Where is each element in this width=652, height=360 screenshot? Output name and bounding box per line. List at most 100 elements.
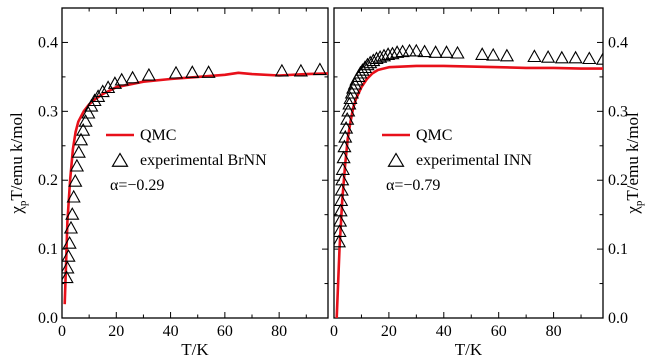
experimental-data-point bbox=[334, 203, 348, 217]
alpha-annotation: α=−0.79 bbox=[386, 177, 440, 194]
y-tick-label: 0.0 bbox=[38, 310, 58, 327]
right-panel: 0 20 40 60 80 0.0 0.1 0.2 0.3 0.4 T/K χpT/emu k/mol… bbox=[330, 7, 645, 359]
experimental-data-point bbox=[65, 207, 80, 220]
x-tick-label: 0 bbox=[58, 323, 66, 340]
experimental-data-point bbox=[340, 111, 355, 125]
experimental-data-point bbox=[201, 65, 216, 78]
experimental-data-point bbox=[334, 193, 349, 206]
experimental-data-point bbox=[76, 122, 91, 136]
legend-marker-swatch bbox=[111, 152, 129, 167]
experimental-data-point bbox=[568, 50, 583, 64]
experimental-data-point bbox=[101, 80, 116, 94]
experimental-data-point bbox=[69, 158, 85, 172]
plot-frame bbox=[333, 7, 604, 319]
experimental-data-point bbox=[168, 65, 184, 79]
experimental-data-point bbox=[334, 213, 348, 227]
experimental-data-point bbox=[390, 45, 405, 58]
y-axis-title-subscript: p bbox=[633, 200, 645, 206]
experimental-data-point bbox=[274, 63, 289, 77]
experimental-data-point bbox=[380, 47, 396, 60]
qmc-line bbox=[63, 71, 328, 305]
x-tick-label: 40 bbox=[163, 323, 179, 340]
experimental-data-point bbox=[125, 70, 140, 84]
experimental-data-point bbox=[71, 145, 86, 158]
experimental-data-point bbox=[554, 50, 569, 64]
experimental-data-point bbox=[293, 63, 308, 77]
experimental-data-point bbox=[95, 84, 110, 98]
experimental-data-point bbox=[409, 43, 424, 57]
experimental-data-point bbox=[366, 53, 381, 67]
y-tick-label: 0.1 bbox=[608, 241, 628, 258]
experimental-data-point bbox=[62, 270, 74, 284]
y-tick-label: 0.2 bbox=[608, 172, 628, 189]
legend-label-qmc: QMC bbox=[140, 127, 176, 144]
experimental-data-point bbox=[582, 51, 597, 65]
y-tick-label: 0.2 bbox=[38, 172, 58, 189]
x-tick-label: 20 bbox=[381, 323, 397, 340]
legend-label-experimental: experimental INN bbox=[416, 152, 532, 169]
x-tick-label: 20 bbox=[108, 323, 124, 340]
experimental-data-point bbox=[417, 44, 432, 58]
legend-marker-swatch bbox=[387, 152, 405, 167]
legend-label-qmc: QMC bbox=[416, 127, 452, 144]
experimental-data-point bbox=[336, 150, 351, 164]
x-tick-label: 0 bbox=[330, 323, 338, 340]
experimental-data-point bbox=[347, 76, 362, 90]
experimental-data-point bbox=[78, 114, 93, 127]
y-axis-title-subscript: p bbox=[17, 200, 29, 206]
y-tick-label: 0.1 bbox=[38, 241, 58, 258]
experimental-data-point bbox=[63, 220, 79, 234]
x-tick-label: 60 bbox=[491, 323, 507, 340]
y-tick-label: 0.4 bbox=[608, 34, 628, 51]
experimental-data-point bbox=[114, 72, 129, 86]
experimental-data-point bbox=[66, 189, 81, 203]
x-axis-title: T/K bbox=[455, 340, 483, 359]
experimental-data-point bbox=[62, 235, 77, 249]
alpha-annotation: α=−0.29 bbox=[110, 177, 164, 194]
y-tick-label: 0.3 bbox=[608, 103, 628, 120]
experimental-data-point bbox=[486, 47, 501, 61]
x-tick-label: 80 bbox=[271, 323, 287, 340]
data-layer bbox=[62, 62, 328, 305]
experimental-data-point bbox=[540, 49, 556, 63]
experimental-data-point bbox=[385, 46, 400, 60]
y-axis-title: χpT/emu k/mol bbox=[7, 112, 29, 215]
experimental-data-point bbox=[73, 132, 89, 146]
experimental-data-point bbox=[334, 234, 347, 248]
legend-label-experimental: experimental BrNN bbox=[140, 152, 267, 169]
y-axis-title-symbol: χ bbox=[7, 206, 26, 215]
experimental-data-point bbox=[90, 89, 106, 102]
x-axis-title: T/K bbox=[181, 340, 209, 359]
experimental-data-point bbox=[527, 49, 542, 63]
left-panel: 0 20 40 60 80 0.0 0.1 0.2 0.3 0.4 T/K χpT/emu k/mol… bbox=[7, 7, 329, 359]
experimental-data-point bbox=[62, 260, 75, 274]
experimental-data-point bbox=[107, 76, 123, 89]
experimental-data-point bbox=[312, 62, 327, 76]
experimental-data-point bbox=[335, 172, 350, 186]
experimental-data-point bbox=[87, 93, 102, 107]
experimental-data-point bbox=[360, 57, 375, 71]
y-axis-title: χpT/emu k/mol bbox=[623, 112, 645, 215]
experimental-data-point bbox=[81, 105, 96, 119]
x-tick-label: 40 bbox=[436, 323, 452, 340]
experimental-data-point bbox=[428, 45, 443, 58]
y-axis-title-symbol: χ bbox=[623, 206, 642, 215]
experimental-data-point bbox=[185, 65, 200, 78]
y-tick-label: 0.4 bbox=[38, 34, 58, 51]
experimental-data-point bbox=[141, 67, 156, 81]
experimental-data-point bbox=[62, 249, 76, 262]
experimental-data-point bbox=[357, 60, 373, 74]
experimental-data-point bbox=[334, 182, 349, 196]
data-layer bbox=[334, 43, 603, 318]
experimental-data-point bbox=[475, 47, 490, 60]
x-tick-label: 60 bbox=[217, 323, 233, 340]
experimental-data-point bbox=[344, 85, 359, 99]
experimental-data-point bbox=[402, 43, 417, 57]
experimental-data-point bbox=[450, 45, 465, 59]
experimental-data-point bbox=[499, 48, 515, 62]
experimental-data-point bbox=[337, 139, 352, 153]
experimental-data-point bbox=[341, 103, 356, 117]
experimental-data-point bbox=[335, 162, 350, 175]
y-tick-label: 0.0 bbox=[608, 310, 628, 327]
